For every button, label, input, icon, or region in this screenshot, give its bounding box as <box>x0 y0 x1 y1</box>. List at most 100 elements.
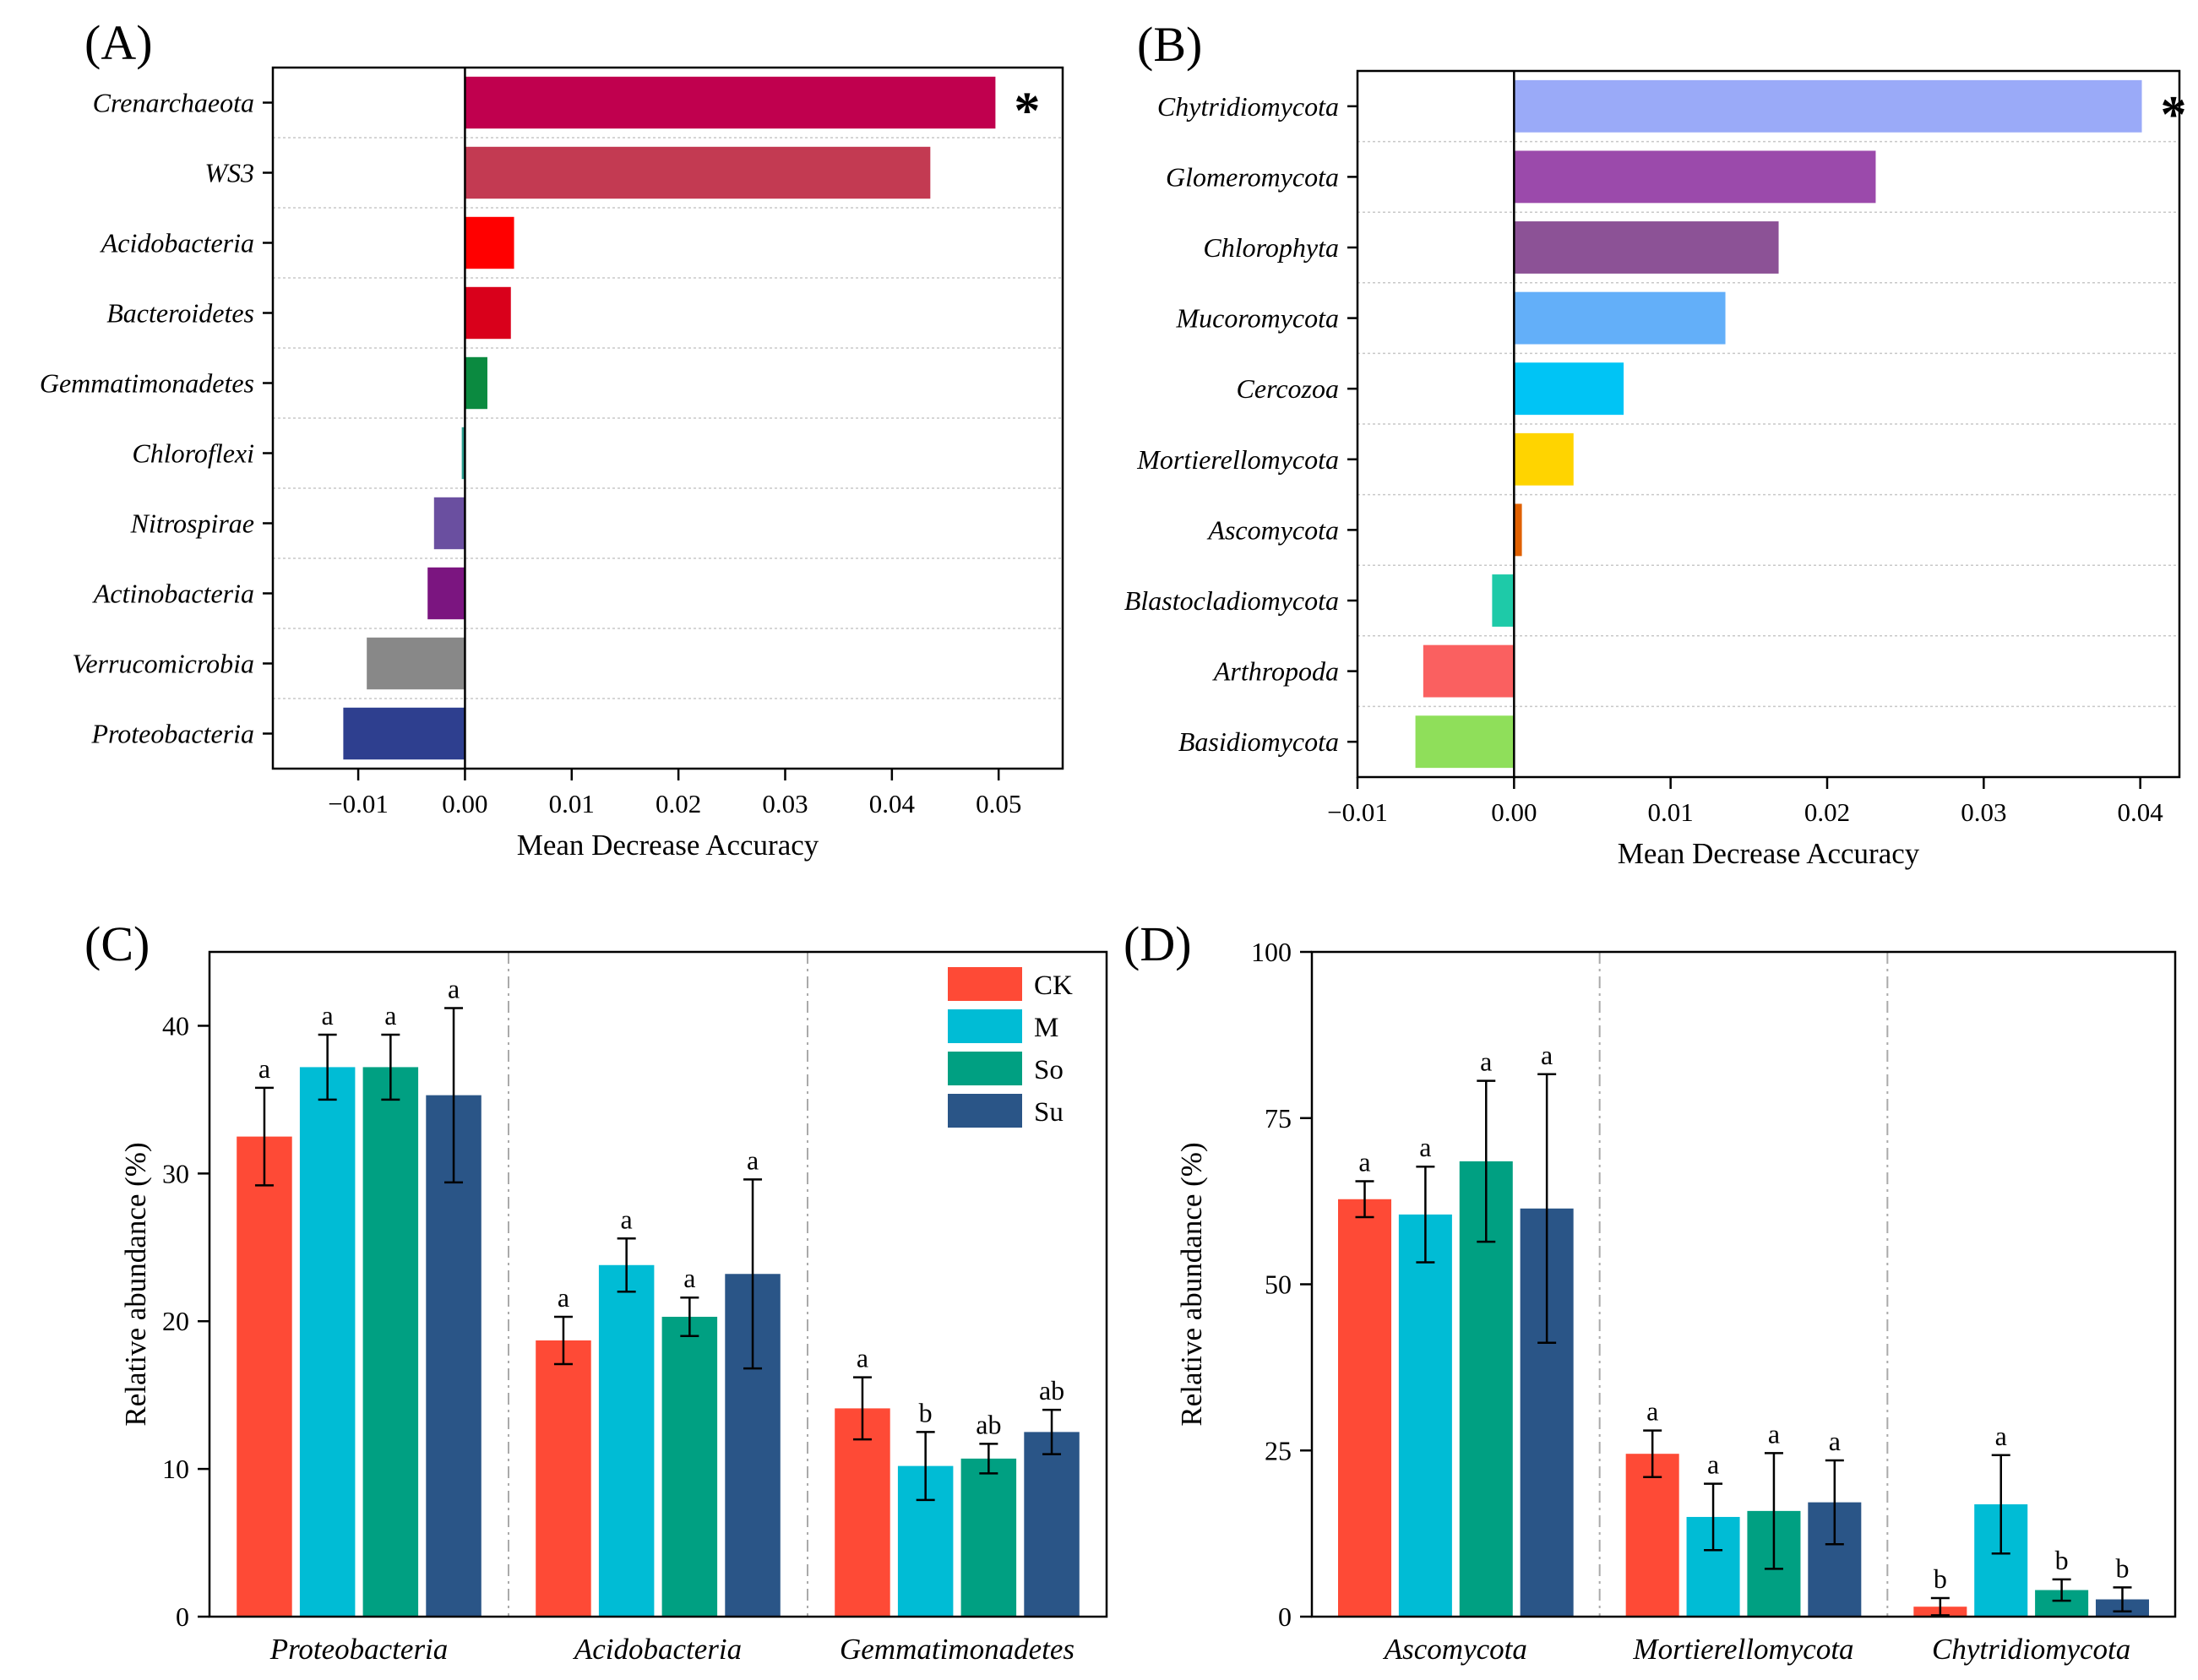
bar-gemmatimonadetes-so <box>960 1458 1017 1617</box>
bar-ws3 <box>465 146 931 199</box>
category-label-proteobacteria: Proteobacteria <box>269 1633 449 1666</box>
bar-cercozoa <box>1514 362 1624 416</box>
bar-chytridiomycota <box>1514 79 2142 133</box>
category-label-mucoromycota: Mucoromycota <box>1175 303 1339 334</box>
legend-swatch-su <box>948 1094 1022 1128</box>
x-tick-label: 0.03 <box>762 789 808 818</box>
x-tick-label: 0.04 <box>869 789 916 818</box>
category-label-ascomycota: Ascomycota <box>1206 514 1339 545</box>
bar-chlorophyta <box>1514 221 1779 274</box>
significance-letter: a <box>1768 1418 1780 1449</box>
bar-arthropoda <box>1423 644 1515 698</box>
significance-letter: a <box>1995 1421 2007 1451</box>
x-tick-label: 0.02 <box>656 789 701 818</box>
bar-ascomycota-ck <box>1338 1199 1392 1617</box>
panel-label: (A) <box>84 15 153 70</box>
bar-chloroflexi <box>461 427 465 480</box>
panel-a: Crenarchaeota * WS3 Acidobacteria Bacteroide… <box>40 15 1064 862</box>
bar-acidobacteria-ck <box>536 1340 591 1617</box>
category-label-chloroflexi: Chloroflexi <box>132 438 254 469</box>
significance-letter: ab <box>1039 1375 1064 1405</box>
significance-letter: a <box>1480 1047 1492 1077</box>
significance-letter: ab <box>976 1409 1001 1439</box>
significance-letter: a <box>857 1343 868 1373</box>
bar-crenarchaeota <box>465 76 996 129</box>
bar-blastocladiomycota <box>1492 574 1515 627</box>
x-tick-label: 0.04 <box>2118 797 2164 827</box>
category-label-cercozoa: Cercozoa <box>1237 373 1339 404</box>
bar-gemmatimonadetes-su <box>1024 1432 1080 1617</box>
significance-letter: a <box>322 1000 334 1030</box>
legend-label-m: M <box>1034 1013 1058 1043</box>
bar-actinobacteria <box>427 567 465 620</box>
category-label-blastocladiomycota: Blastocladiomycota <box>1124 585 1339 616</box>
significance-letter: a <box>1829 1426 1841 1456</box>
category-label-gemmatimonadetes: Gemmatimonadetes <box>40 368 254 399</box>
bar-ascomycota <box>1514 503 1522 557</box>
legend-label-so: So <box>1034 1055 1064 1085</box>
significance-letter: a <box>258 1053 270 1084</box>
category-label-arthropoda: Arthropoda <box>1212 656 1339 687</box>
plot-frame <box>208 950 1108 1618</box>
significance-letter: a <box>1541 1040 1553 1070</box>
panel-label: (B) <box>1137 17 1202 72</box>
legend-label-su: Su <box>1034 1097 1064 1128</box>
bar-gemmatimonadetes <box>465 356 487 410</box>
x-tick-label: 0.02 <box>1804 797 1850 827</box>
category-label-gemmatimonadetes: Gemmatimonadetes <box>840 1633 1075 1666</box>
x-tick-label: −0.01 <box>1327 797 1388 827</box>
category-label-bacteroidetes: Bacteroidetes <box>106 298 254 329</box>
y-tick-label: 0 <box>1278 1601 1292 1632</box>
panel-label: (C) <box>84 916 150 971</box>
category-label-ws3: WS3 <box>204 158 254 188</box>
x-tick-label: 0.05 <box>976 789 1021 818</box>
category-label-actinobacteria: Actinobacteria <box>92 579 254 609</box>
x-tick-label: 0.01 <box>549 789 595 818</box>
bar-proteobacteria-so <box>362 1067 419 1617</box>
plot-frame <box>271 66 1064 770</box>
category-label-proteobacteria: Proteobacteria <box>90 719 254 749</box>
bar-acidobacteria-so <box>661 1316 718 1617</box>
bar-bacteroidetes <box>465 286 511 340</box>
significance-letter: a <box>558 1282 569 1313</box>
significance-letter: a <box>621 1204 633 1234</box>
bar-proteobacteria-m <box>299 1067 356 1617</box>
legend-label-ck: CK <box>1034 970 1073 1001</box>
bar-proteobacteria <box>343 707 465 760</box>
significance-letter: a <box>1707 1449 1719 1480</box>
x-tick-label: 0.01 <box>1648 797 1694 827</box>
significance-letter: a <box>1358 1147 1370 1177</box>
y-tick-label: 50 <box>1265 1270 1292 1300</box>
y-axis-title: Relative abundance (%) <box>1175 1142 1208 1426</box>
category-label-chlorophyta: Chlorophyta <box>1203 232 1339 263</box>
bar-mortierellomycota-ck <box>1625 1454 1679 1617</box>
category-label-nitrospirae: Nitrospirae <box>130 508 254 539</box>
significance-marker: * <box>2161 86 2187 144</box>
y-tick-label: 100 <box>1251 937 1292 967</box>
x-axis-title: Mean Decrease Accuracy <box>1618 837 1920 870</box>
significance-letter: a <box>1419 1132 1431 1162</box>
panel-d: a a a a Ascomycota a a a a Mortierellomycota b a b b C… <box>1123 916 2177 1666</box>
category-label-crenarchaeota: Crenarchaeota <box>93 88 254 118</box>
bar-acidobacteria-m <box>598 1264 655 1617</box>
category-label-basidiomycota: Basidiomycota <box>1178 726 1339 757</box>
bar-gemmatimonadetes-ck <box>835 1408 890 1617</box>
bar-proteobacteria-ck <box>237 1136 292 1617</box>
significance-letter: a <box>1646 1396 1658 1427</box>
y-tick-label: 20 <box>162 1306 189 1336</box>
y-tick-label: 0 <box>176 1601 189 1632</box>
bar-mortierellomycota <box>1514 432 1574 486</box>
bar-acidobacteria <box>465 216 514 269</box>
legend-swatch-ck <box>948 967 1022 1001</box>
category-label-glomeromycota: Glomeromycota <box>1166 161 1339 192</box>
bar-nitrospirae <box>433 497 465 550</box>
bar-verrucomicrobia <box>367 637 465 690</box>
category-label-mortierellomycota: Mortierellomycota <box>1136 444 1339 475</box>
significance-letter: a <box>448 973 460 1003</box>
significance-letter: b <box>2055 1545 2069 1575</box>
legend-swatch-m <box>948 1009 1022 1043</box>
bar-mucoromycota <box>1514 291 1726 345</box>
significance-letter: b <box>2115 1552 2129 1583</box>
y-tick-label: 10 <box>162 1454 189 1484</box>
